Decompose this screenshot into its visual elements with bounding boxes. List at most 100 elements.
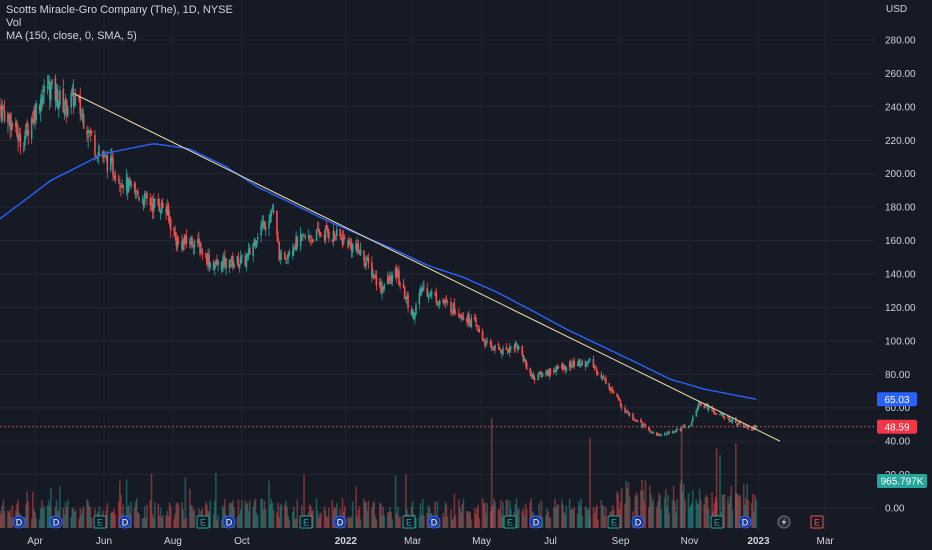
volume-bar (237, 499, 240, 528)
candle-body (651, 431, 653, 433)
volume-bar (478, 518, 481, 528)
earnings-marker (299, 515, 313, 529)
candle-body (562, 363, 564, 371)
volume-bar (652, 498, 655, 528)
volume-bar (135, 498, 138, 528)
volume-bar (703, 504, 705, 528)
candle-body (549, 368, 552, 374)
volume-bar (570, 509, 572, 528)
candle-body (556, 366, 559, 370)
volume-bar (260, 498, 262, 528)
volume-bar (476, 508, 478, 528)
candle-body (374, 275, 377, 278)
candle-body (453, 303, 456, 313)
candle-body (41, 97, 43, 106)
candle-body (628, 413, 631, 416)
candle-body (355, 242, 357, 250)
candle-body (128, 179, 130, 191)
volume-bar (294, 518, 296, 528)
volume-bar (486, 503, 488, 528)
volume-bar (497, 508, 500, 528)
candle-body (577, 360, 580, 365)
time-tick-label: Aug (164, 536, 182, 547)
candle-body (380, 281, 382, 293)
volume-bar (554, 498, 556, 528)
candle-body (438, 300, 441, 305)
volume-bar (577, 501, 580, 528)
volume-bar (390, 511, 392, 528)
candle-body (674, 431, 676, 433)
currency-label[interactable]: USD (886, 4, 908, 15)
candle-body (24, 136, 26, 146)
candle-body (418, 293, 421, 305)
candle-body (82, 114, 85, 129)
volume-bar (128, 505, 130, 528)
candle-body (579, 359, 581, 367)
volume-bar (161, 514, 164, 528)
candle-body (618, 397, 621, 401)
volume-bar (394, 475, 397, 528)
volume-bar (246, 502, 249, 528)
volume-legend[interactable]: Vol (6, 17, 22, 29)
candle-body (71, 87, 74, 93)
candle-body (87, 135, 89, 138)
candle-body (143, 193, 146, 204)
ma-legend[interactable]: MA (150, close, 0, SMA, 5) (6, 30, 137, 42)
volume-bar (47, 500, 50, 528)
candle-body (340, 237, 343, 239)
candle-body (181, 241, 183, 249)
volume-bar (730, 486, 733, 528)
volume-bar (365, 501, 368, 528)
volume-bar (585, 507, 588, 528)
candle-body (122, 184, 125, 189)
candle-body (268, 221, 270, 229)
candle-body (668, 431, 670, 434)
candle-body (378, 282, 381, 286)
volume-bar (204, 501, 207, 528)
candle-body (183, 239, 186, 244)
volume-bar (239, 509, 242, 528)
volume-bar (452, 518, 455, 528)
candle-body (667, 432, 669, 434)
volume-bar (336, 503, 338, 528)
volume-bar (192, 510, 195, 528)
candle-body (747, 425, 750, 429)
price-tick-label: 160.00 (885, 236, 916, 247)
volume-bar (644, 480, 647, 528)
candle-body (151, 204, 154, 211)
candle-body (658, 433, 660, 436)
symbol-title[interactable]: Scotts Miracle-Gro Company (The), 1D, NY… (6, 4, 233, 16)
price-axis: 280.00 260.00 240.00 220.00 200.00 180.00 160.… (885, 36, 916, 515)
volume-bar (291, 511, 294, 528)
volume-bar (50, 488, 52, 528)
volume-bar (688, 507, 691, 528)
candle-body (372, 273, 374, 276)
volume-bar (224, 499, 226, 528)
candle-body (312, 239, 314, 243)
candle-body (177, 242, 180, 244)
candle-body (514, 342, 517, 349)
volume-bar (683, 483, 685, 528)
candle-body (262, 220, 265, 223)
candle-body (704, 403, 707, 408)
volume-bar (391, 519, 394, 528)
volume-bar (146, 504, 148, 528)
volume-bar (649, 485, 651, 528)
volume-bar (442, 512, 444, 528)
volume-bar (596, 505, 598, 528)
candle-body (166, 206, 169, 215)
dividend-marker (738, 515, 752, 529)
candle-body (56, 89, 59, 107)
candle-body (703, 406, 705, 408)
candle-body (244, 255, 247, 266)
volume-bar (568, 499, 571, 528)
volume-bar (185, 517, 188, 528)
candle-body (320, 235, 322, 237)
volume-bar (547, 511, 550, 528)
candle-body (443, 302, 446, 304)
volume-bar (46, 505, 49, 528)
volume-bar (398, 517, 400, 528)
candle-body (458, 313, 460, 317)
candle-body (159, 212, 162, 214)
